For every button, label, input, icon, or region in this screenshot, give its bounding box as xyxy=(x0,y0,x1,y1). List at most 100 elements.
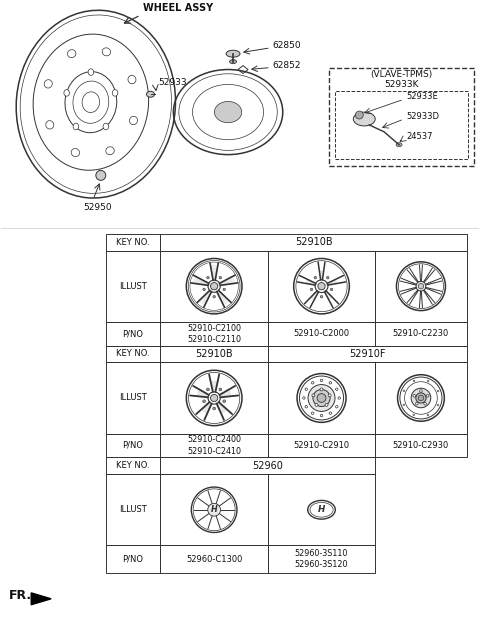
Bar xyxy=(268,474,375,545)
Ellipse shape xyxy=(128,75,136,83)
Circle shape xyxy=(318,282,325,290)
Circle shape xyxy=(425,292,427,294)
Text: P/NO: P/NO xyxy=(122,441,144,450)
Circle shape xyxy=(312,381,314,384)
Circle shape xyxy=(203,288,205,290)
Circle shape xyxy=(420,390,422,392)
Polygon shape xyxy=(214,286,224,298)
Bar xyxy=(106,457,160,474)
Ellipse shape xyxy=(229,60,237,64)
Polygon shape xyxy=(420,273,422,286)
Circle shape xyxy=(308,384,335,412)
Text: 52910-C2100
52910-C2110: 52910-C2100 52910-C2110 xyxy=(187,324,241,344)
Circle shape xyxy=(426,394,429,397)
Circle shape xyxy=(413,414,415,416)
Circle shape xyxy=(213,295,216,298)
Circle shape xyxy=(314,276,317,279)
Circle shape xyxy=(208,504,220,516)
Text: KEY NO.: KEY NO. xyxy=(116,349,150,358)
Circle shape xyxy=(211,282,218,290)
Text: FR.: FR. xyxy=(9,589,33,602)
Polygon shape xyxy=(421,281,434,286)
Bar xyxy=(106,545,160,573)
Circle shape xyxy=(437,391,439,392)
Circle shape xyxy=(223,288,226,290)
Ellipse shape xyxy=(146,91,155,97)
Bar xyxy=(268,250,375,322)
Text: KEY NO.: KEY NO. xyxy=(116,238,150,247)
Bar xyxy=(268,434,375,457)
Circle shape xyxy=(330,288,333,290)
Ellipse shape xyxy=(226,50,240,57)
Polygon shape xyxy=(322,286,332,300)
Circle shape xyxy=(416,393,426,403)
Text: 52933K: 52933K xyxy=(384,80,419,89)
Bar xyxy=(160,322,268,345)
Circle shape xyxy=(325,404,328,407)
Circle shape xyxy=(416,402,418,405)
Text: ILLUST: ILLUST xyxy=(119,282,147,290)
Polygon shape xyxy=(214,280,228,286)
Circle shape xyxy=(310,288,312,290)
Circle shape xyxy=(329,381,332,384)
Polygon shape xyxy=(306,279,322,286)
Circle shape xyxy=(213,407,216,410)
Polygon shape xyxy=(420,286,422,300)
Circle shape xyxy=(315,404,318,407)
Polygon shape xyxy=(214,286,227,302)
Polygon shape xyxy=(198,390,208,396)
Ellipse shape xyxy=(308,501,336,519)
Ellipse shape xyxy=(64,90,70,96)
Bar xyxy=(160,234,467,250)
Circle shape xyxy=(326,276,329,279)
Circle shape xyxy=(320,379,323,382)
Bar xyxy=(106,474,160,545)
Bar xyxy=(375,322,467,345)
Ellipse shape xyxy=(112,90,118,96)
Text: 52910-C2000: 52910-C2000 xyxy=(293,329,349,338)
Circle shape xyxy=(320,295,323,298)
Circle shape xyxy=(313,389,330,407)
Text: KEY NO.: KEY NO. xyxy=(116,461,150,470)
Text: 52910B: 52910B xyxy=(195,349,233,359)
Circle shape xyxy=(437,404,439,406)
Circle shape xyxy=(413,380,415,382)
Circle shape xyxy=(418,284,424,289)
Text: 24537: 24537 xyxy=(406,132,432,141)
Polygon shape xyxy=(200,280,214,286)
Circle shape xyxy=(211,394,218,402)
Text: H: H xyxy=(211,506,217,514)
Polygon shape xyxy=(421,286,434,291)
Text: 52960-3S110
52960-3S120: 52960-3S110 52960-3S120 xyxy=(295,549,348,569)
Polygon shape xyxy=(202,403,211,413)
Circle shape xyxy=(96,171,106,180)
Text: 52933: 52933 xyxy=(158,78,187,87)
Polygon shape xyxy=(311,286,322,300)
Text: P/NO: P/NO xyxy=(122,555,144,564)
Ellipse shape xyxy=(130,116,137,125)
Polygon shape xyxy=(421,275,430,286)
Circle shape xyxy=(411,388,431,408)
Text: 52910F: 52910F xyxy=(349,349,385,359)
Polygon shape xyxy=(319,271,324,286)
Polygon shape xyxy=(31,593,51,605)
Ellipse shape xyxy=(73,123,79,130)
Ellipse shape xyxy=(68,49,76,57)
Bar xyxy=(160,457,375,474)
Text: ILLUST: ILLUST xyxy=(119,394,147,402)
Bar xyxy=(106,345,160,362)
Circle shape xyxy=(203,400,205,402)
Text: 52910-C2930: 52910-C2930 xyxy=(393,441,449,450)
Ellipse shape xyxy=(106,146,114,154)
Circle shape xyxy=(427,380,429,382)
Polygon shape xyxy=(193,276,214,286)
Circle shape xyxy=(312,394,315,397)
Ellipse shape xyxy=(88,69,94,75)
Circle shape xyxy=(336,388,338,391)
Circle shape xyxy=(418,395,424,400)
Polygon shape xyxy=(412,275,421,286)
Ellipse shape xyxy=(215,101,242,123)
Circle shape xyxy=(320,414,323,417)
Bar xyxy=(160,250,268,322)
Circle shape xyxy=(305,388,308,391)
